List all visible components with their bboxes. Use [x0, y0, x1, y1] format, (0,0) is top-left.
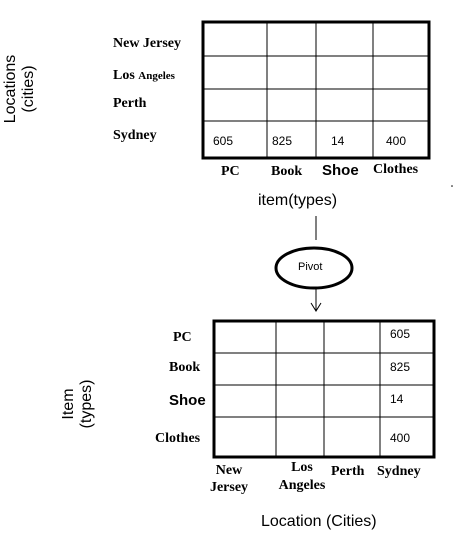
bottom-cell-value: 14	[390, 392, 404, 406]
bottom-axis-label-bottom: Location (Cities)	[261, 513, 377, 530]
bottom-axis-label-left-line1: Item	[60, 388, 77, 420]
top-cell-value: 14	[331, 134, 345, 148]
top-row-label-perth: Perth	[113, 96, 147, 111]
top-row-label-los-angeles: Los Angeles	[113, 68, 175, 84]
bottom-cell-value: 400	[390, 431, 411, 445]
pivot-label: Pivot	[298, 261, 323, 273]
bottom-table-grid	[212, 319, 436, 459]
top-col-label-book: Book	[271, 164, 303, 179]
top-cell-value: 825	[272, 134, 293, 148]
bottom-row-label-shoe: Shoe	[169, 392, 206, 409]
top-cell-value: 605	[213, 134, 234, 148]
bottom-row-label-book: Book	[169, 360, 201, 375]
bottom-col-label-los-angeles: Los Angeles	[272, 459, 332, 495]
top-row-label-los: Los	[113, 68, 135, 83]
top-axis-label-bottom: item(types)	[258, 192, 338, 209]
pivot-ellipse	[274, 246, 354, 290]
bottom-col-label-jersey: Jersey	[209, 480, 249, 495]
top-col-label-clothes: Clothes	[373, 162, 419, 177]
bottom-col-label-sydney: Sydney	[377, 464, 421, 479]
bottom-col-label-new-jersey: New Jersey	[205, 462, 253, 496]
stray-dot	[451, 185, 453, 187]
top-table-grid	[201, 20, 431, 160]
bottom-col-label-angeles: Angeles	[278, 478, 326, 493]
bottom-col-label-perth: Perth	[331, 464, 365, 479]
bottom-cell-value: 605	[390, 327, 411, 341]
top-col-label-shoe: Shoe	[322, 162, 359, 179]
top-axis-label-left: Locations (cities)	[2, 49, 42, 129]
top-row-label-new-jersey: New Jersey	[113, 36, 182, 51]
bottom-col-label-new: New	[215, 463, 243, 478]
top-axis-label-left-line2: (cities)	[20, 65, 37, 113]
bottom-row-label-pc: PC	[173, 330, 192, 345]
bottom-axis-label-left: Item (types)	[60, 364, 100, 444]
top-axis-label-left-line1: Locations	[2, 54, 19, 124]
bottom-row-label-clothes: Clothes	[155, 431, 201, 446]
top-col-label-pc: PC	[221, 164, 240, 179]
pivot-arrow	[310, 288, 322, 312]
top-cell-value: 400	[386, 134, 407, 148]
top-row-label-sydney: Sydney	[113, 128, 157, 143]
bottom-cell-value: 825	[390, 360, 411, 374]
bottom-col-label-los: Los	[291, 460, 313, 475]
top-row-label-angeles: Angeles	[138, 70, 175, 82]
bottom-axis-label-left-line2: (types)	[78, 379, 95, 429]
